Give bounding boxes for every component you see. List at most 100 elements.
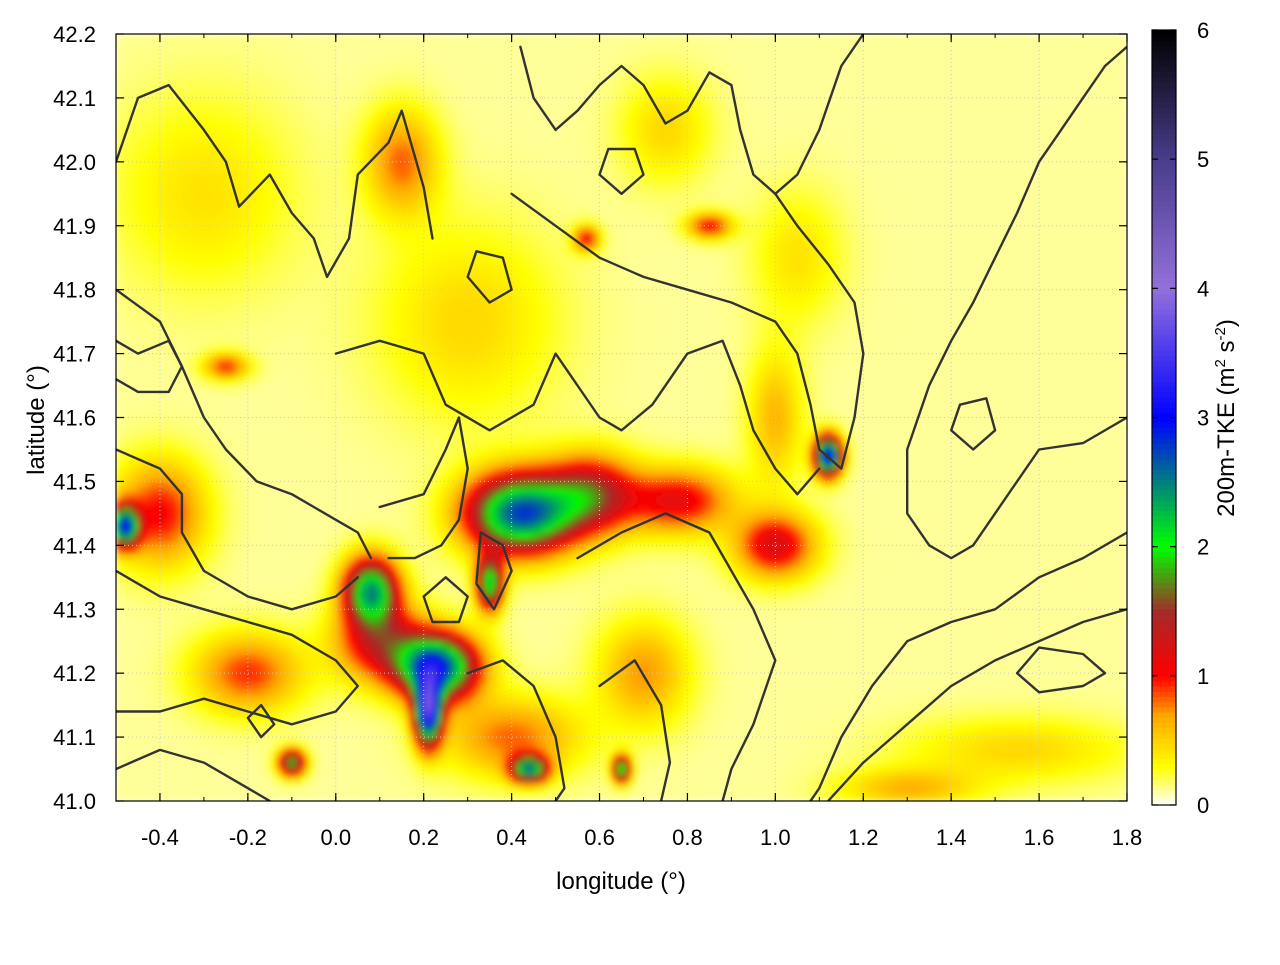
colorbar-segment — [1152, 696, 1176, 703]
colorbar: 0 1 2 3 4 5 6 — [1151, 18, 1209, 818]
x-tick-label: 1.6 — [1024, 825, 1055, 850]
colorbar-label: 200m-TKE (m2 s-2) — [1212, 319, 1240, 517]
contour-line — [598, 147, 645, 195]
colorbar-segment — [1152, 732, 1176, 739]
colorbar-segment — [1152, 66, 1176, 72]
y-tick-label: 41.7 — [53, 342, 96, 367]
colorbar-segment — [1152, 613, 1176, 620]
colorbar-segment — [1152, 169, 1176, 176]
colorbar-segment — [1152, 505, 1176, 512]
colorbar-segment — [1152, 458, 1176, 465]
colorbar-segment — [1152, 55, 1176, 62]
colorbar-segment — [1152, 603, 1176, 610]
colorbar-segment — [1152, 412, 1176, 419]
colorbar-segment — [1152, 701, 1176, 708]
colorbar-segment — [1152, 495, 1176, 501]
colorbar-segment — [1152, 216, 1176, 222]
colorbar-segment — [1152, 675, 1176, 682]
x-tick-label: 0.2 — [408, 825, 439, 850]
colorbar-segment — [1152, 185, 1176, 191]
colorbar-segment — [1152, 489, 1176, 496]
contour-line — [422, 576, 469, 624]
colorbar-segment — [1152, 76, 1176, 83]
colorbar-segment — [1152, 722, 1176, 729]
contour-line — [519, 34, 865, 195]
colorbar-segment — [1152, 226, 1176, 233]
colorbar-segment — [1152, 107, 1176, 114]
y-axis-ticks: 41.0 41.1 41.2 41.3 41.4 41.5 41.6 41.7 41.8 41.9… — [53, 22, 1127, 814]
colorbar-segment — [1152, 479, 1176, 486]
contour-line — [246, 703, 276, 739]
colorbar-segment — [1152, 252, 1176, 258]
colorbar-segment — [1152, 639, 1176, 646]
colorbar-segment — [1152, 510, 1176, 517]
colorbar-segment — [1152, 257, 1176, 264]
contour-line — [116, 569, 359, 726]
colorbar-segment — [1152, 691, 1176, 698]
colorbar-segment — [1152, 143, 1176, 150]
contour-line — [576, 512, 777, 801]
colorbar-segment — [1152, 794, 1176, 801]
x-tick-label: -0.2 — [229, 825, 267, 850]
colorbar-segment — [1152, 753, 1176, 760]
x-tick-label: 0.4 — [496, 825, 527, 850]
colorbar-segment — [1152, 371, 1176, 377]
colorbar-segment — [1152, 345, 1176, 351]
colorbar-segment — [1152, 474, 1176, 481]
colorbar-segment — [1152, 71, 1176, 78]
colorbar-segment — [1152, 309, 1176, 315]
contour-line — [826, 608, 1127, 801]
colorbar-segment — [1152, 247, 1176, 253]
colorbar-segment — [1152, 148, 1176, 155]
colorbar-segment — [1152, 712, 1176, 718]
colorbar-segment — [1152, 655, 1176, 661]
colorbar-segment — [1152, 469, 1176, 475]
colorbar-segment — [1152, 365, 1176, 372]
x-axis-ticks: -0.4 -0.2 0.0 0.2 0.4 0.6 0.8 1.0 1.2 1.4 1.6 1.8 — [115, 34, 1142, 850]
colorbar-segment — [1152, 727, 1176, 734]
colorbar-segment — [1152, 314, 1176, 320]
colorbar-segment — [1152, 743, 1176, 749]
contour-line — [950, 397, 997, 451]
contour-line — [466, 250, 513, 304]
colorbar-segment — [1152, 567, 1176, 574]
colorbar-segment — [1152, 231, 1176, 238]
contour-line — [809, 531, 1127, 801]
colorbar-segment — [1152, 174, 1176, 181]
colorbar-segment — [1152, 438, 1176, 444]
colorbar-segment — [1152, 551, 1176, 558]
colorbar-segment — [1152, 272, 1176, 279]
y-axis-label: latitude (°) — [23, 365, 50, 475]
contour-line — [906, 45, 1127, 560]
colorbar-segment — [1152, 112, 1176, 119]
colorbar-segment — [1152, 123, 1176, 129]
colorbar-segment — [1152, 381, 1176, 388]
colorbar-segment — [1152, 670, 1176, 677]
colorbar-segment — [1152, 350, 1176, 357]
colorbar-segment — [1152, 267, 1176, 274]
colorbar-segment — [1152, 407, 1176, 413]
colorbar-segment — [1152, 402, 1176, 408]
colorbar-segment — [1152, 195, 1176, 202]
x-tick-label: 0.0 — [320, 825, 351, 850]
colorbar-segment — [1152, 190, 1176, 196]
colorbar-segment — [1152, 681, 1176, 687]
y-tick-label: 41.9 — [53, 214, 96, 239]
colorbar-segment — [1152, 293, 1176, 300]
y-tick-label: 42.0 — [53, 150, 96, 175]
colorbar-segment — [1152, 541, 1176, 548]
colorbar-segment — [1152, 531, 1176, 537]
colorbar-segment — [1152, 200, 1176, 207]
colorbar-segment — [1152, 768, 1176, 775]
colorbar-segment — [1152, 391, 1176, 398]
colorbar-segment — [1152, 97, 1176, 103]
colorbar-segment — [1152, 634, 1176, 641]
colorbar-segment — [1152, 35, 1176, 41]
colorbar-segment — [1152, 298, 1176, 305]
colorbar-segment — [1152, 50, 1176, 57]
colorbar-segment — [1152, 500, 1176, 506]
colorbar-segment — [1152, 758, 1176, 765]
y-tick-label: 42.2 — [53, 22, 96, 47]
colorbar-tick-label: 5 — [1197, 147, 1209, 172]
